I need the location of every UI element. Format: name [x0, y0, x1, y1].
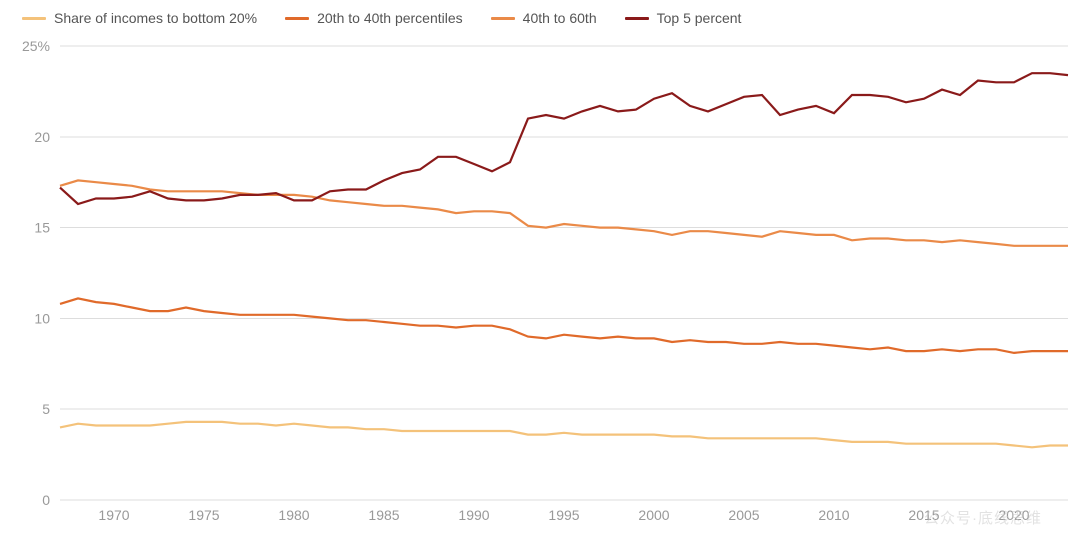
plot-area: 0 5 10 15 20 25% 1970 1975 1980 1985 1990 1995 2000 2… — [0, 36, 1080, 556]
legend-label-p20_40: 20th to 40th percentiles — [317, 10, 463, 26]
svg-text:25%: 25% — [22, 38, 50, 54]
y-axis-labels: 0 5 10 15 20 25% — [22, 38, 50, 508]
legend-label-p40_60: 40th to 60th — [523, 10, 597, 26]
legend: Share of incomes to bottom 20% 20th to 40… — [0, 0, 1080, 26]
legend-item-top5: Top 5 percent — [625, 10, 742, 26]
series-bottom20 — [60, 422, 1068, 447]
svg-text:1995: 1995 — [548, 507, 579, 523]
svg-text:2010: 2010 — [818, 507, 849, 523]
svg-text:1990: 1990 — [458, 507, 489, 523]
income-share-chart: Share of incomes to bottom 20% 20th to 40… — [0, 0, 1080, 556]
series-p40_60 — [60, 180, 1068, 245]
svg-text:2000: 2000 — [638, 507, 669, 523]
svg-text:10: 10 — [34, 310, 50, 326]
svg-text:0: 0 — [42, 492, 50, 508]
svg-text:5: 5 — [42, 401, 50, 417]
svg-text:2015: 2015 — [908, 507, 939, 523]
svg-text:1980: 1980 — [278, 507, 309, 523]
svg-text:1975: 1975 — [188, 507, 219, 523]
legend-label-bottom20: Share of incomes to bottom 20% — [54, 10, 257, 26]
legend-item-bottom20: Share of incomes to bottom 20% — [22, 10, 257, 26]
legend-label-top5: Top 5 percent — [657, 10, 742, 26]
svg-text:20: 20 — [34, 129, 50, 145]
series-top5 — [60, 73, 1068, 204]
svg-text:2020: 2020 — [998, 507, 1029, 523]
series-p20_40 — [60, 298, 1068, 353]
legend-item-p20_40: 20th to 40th percentiles — [285, 10, 463, 26]
svg-text:1970: 1970 — [98, 507, 129, 523]
svg-text:2005: 2005 — [728, 507, 759, 523]
legend-swatch-p40_60 — [491, 17, 515, 20]
svg-text:1985: 1985 — [368, 507, 399, 523]
svg-text:15: 15 — [34, 220, 50, 236]
legend-swatch-p20_40 — [285, 17, 309, 20]
legend-swatch-bottom20 — [22, 17, 46, 20]
x-axis-labels: 1970 1975 1980 1985 1990 1995 2000 2005 2010 2015… — [98, 507, 1029, 523]
legend-swatch-top5 — [625, 17, 649, 20]
legend-item-p40_60: 40th to 60th — [491, 10, 597, 26]
